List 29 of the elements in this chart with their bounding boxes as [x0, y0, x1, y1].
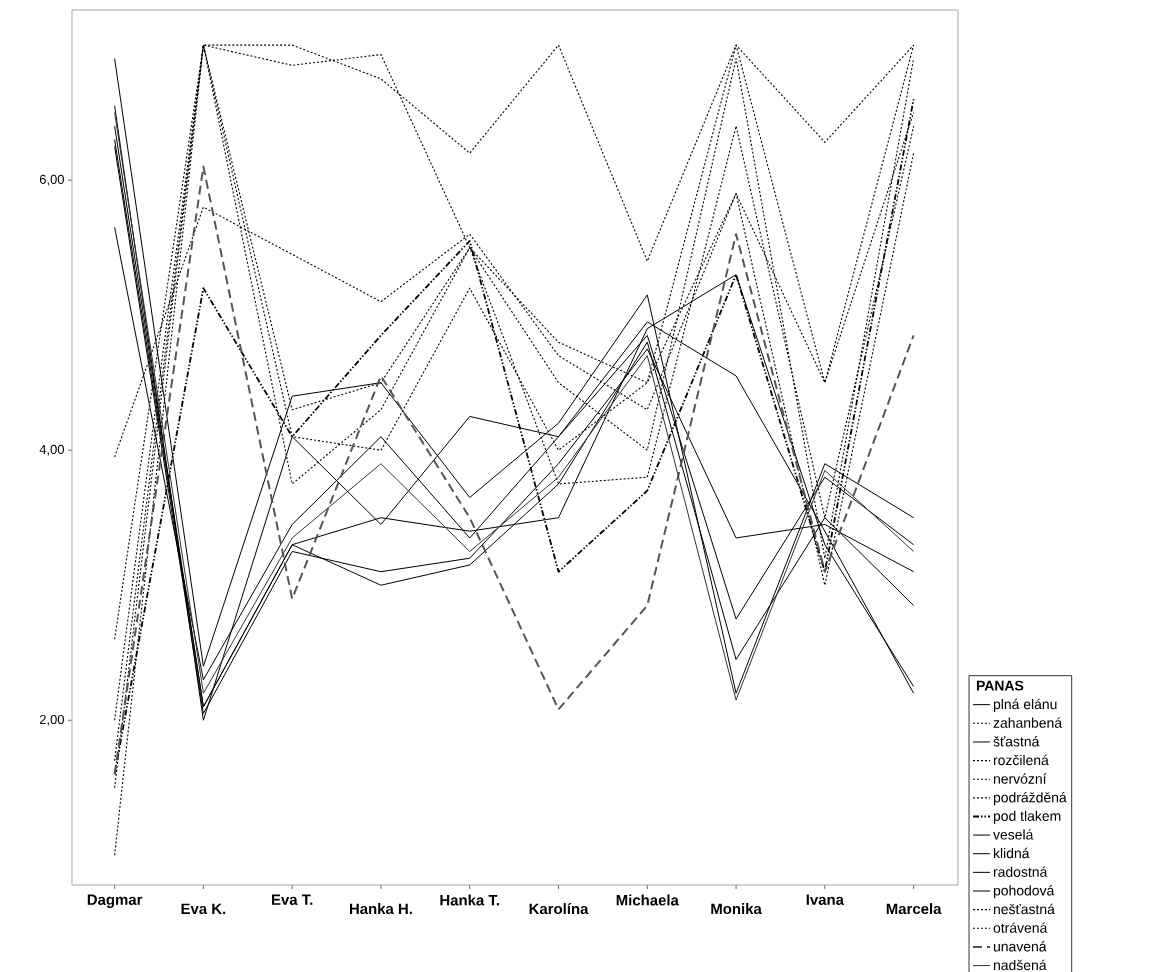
legend-label: radostná: [993, 866, 1048, 877]
legend-label: rozčilená: [993, 754, 1049, 766]
legend-label: pohodová: [993, 885, 1055, 899]
legend-label: nešťastná: [993, 903, 1055, 915]
x-tick-label: Eva K.: [181, 903, 226, 915]
legend-label: pod tlakem: [993, 810, 1061, 824]
x-tick-label: Michaela: [616, 894, 679, 906]
x-tick-label: Marcela: [886, 903, 942, 915]
x-tick-label: Karolína: [529, 903, 589, 915]
legend-label: podrážděná: [993, 792, 1067, 806]
legend-title: PANAS: [976, 680, 1024, 691]
x-tick-label: Hanka H.: [349, 903, 412, 915]
legend-label: šťastná: [993, 736, 1040, 747]
legend-label: nadšená: [993, 959, 1047, 971]
y-tick-label: 4,00: [39, 444, 64, 456]
legend-label: otrávená: [993, 922, 1048, 933]
legend-label: unavená: [993, 941, 1047, 952]
legend-label: zahanbená: [993, 717, 1063, 728]
x-tick-label: Hanka T.: [440, 894, 500, 906]
legend-label: nervózní: [993, 773, 1047, 784]
legend-label: veselá: [993, 829, 1034, 840]
x-tick-label: Eva T.: [271, 894, 313, 905]
legend-label: plná elánu: [993, 698, 1057, 712]
y-tick-label: 6,00: [39, 174, 64, 186]
x-tick-label: Ivana: [806, 894, 845, 905]
y-tick-label: 2,00: [39, 714, 64, 726]
legend-label: klidná: [993, 847, 1030, 859]
x-tick-label: Monika: [711, 903, 762, 915]
x-tick-label: Dagmar: [87, 894, 143, 908]
